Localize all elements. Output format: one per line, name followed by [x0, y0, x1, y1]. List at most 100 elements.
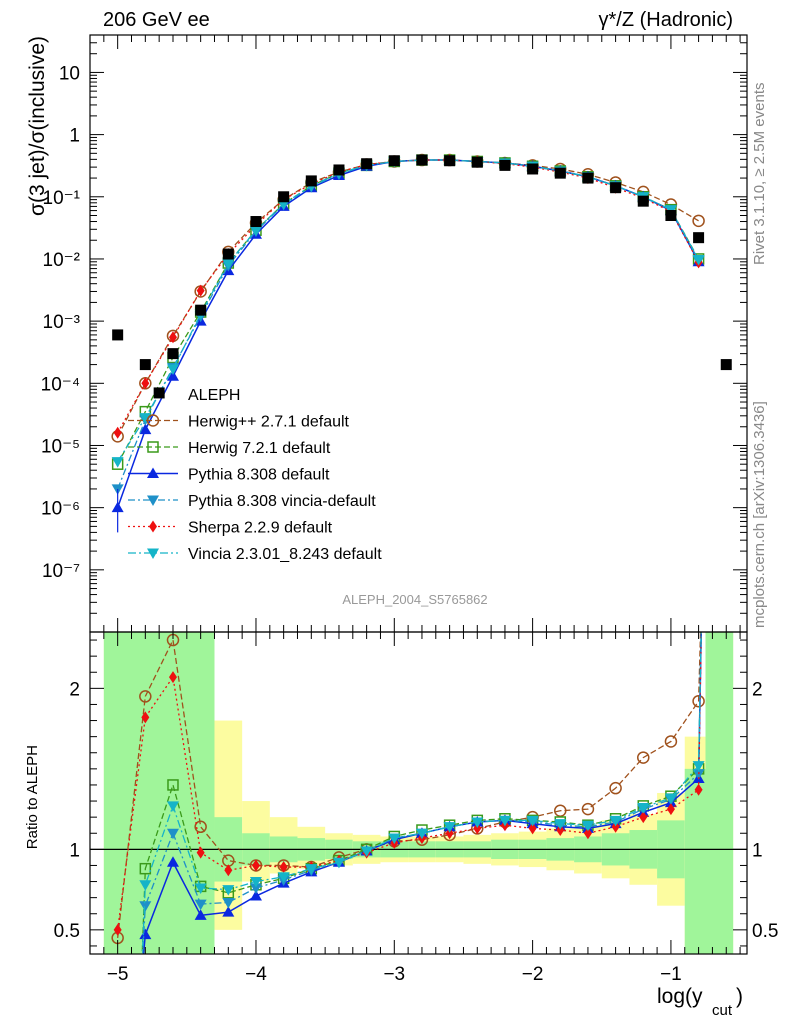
main-y-axis-label: σ(3 jet)/σ(inclusive) [26, 36, 49, 216]
x-tick-label: −1 [660, 964, 682, 985]
ratio-point-herwigpp-3 [194, 820, 207, 834]
ratio-point-vincia-6 [305, 864, 318, 875]
aleph-point-4 [195, 304, 207, 316]
ratio-point-herwig7-1 [167, 779, 179, 791]
ratio-point-sherpa-3 [196, 846, 205, 859]
ratio-point-sherpa-18 [611, 820, 620, 833]
legend-marker-sherpa [149, 520, 157, 533]
aleph-point-18 [582, 172, 594, 184]
main-series-group [111, 153, 732, 533]
analysis-id: ALEPH_2004_S5765862 [342, 592, 487, 607]
ratio-point-vincia-8 [360, 846, 373, 857]
ratio-point-sherpa-1 [141, 711, 150, 724]
aleph-point-16 [527, 163, 539, 175]
ratio-point-herwig7-0 [139, 862, 152, 875]
legend-marker-pythia_vincia [147, 495, 159, 506]
ratio-y-tick-label-left: 0.5 [54, 921, 80, 942]
ratio-y-tick-label-right: 2 [752, 679, 763, 700]
ratio-point-pythia-0 [139, 928, 152, 940]
legend-label-sherpa: Sherpa 2.2.9 default [188, 520, 333, 537]
ratio-point-sherpa-2 [168, 671, 177, 684]
aleph-point-23 [720, 359, 732, 371]
header-right: γ*/Z (Hadronic) [599, 9, 733, 31]
aleph-point-13 [444, 155, 456, 167]
main-y-tick-label: 10⁻⁴ [41, 374, 80, 395]
ratio-y-tick-label-right: 1 [752, 840, 763, 861]
main-y-tick-label: 10⁻⁵ [41, 436, 80, 457]
ratio-point-vincia-16 [581, 820, 594, 832]
ratio-point-sherpa-13 [473, 822, 482, 835]
ratio-point-sherpa-21 [694, 783, 703, 796]
ratio-point-sherpa-5 [251, 859, 260, 872]
legend-marker-vincia [147, 548, 159, 559]
aleph-point-17 [554, 167, 566, 179]
x-tick-label: −3 [383, 964, 405, 985]
ratio-point-sherpa-20 [666, 803, 675, 816]
aleph-point-19 [610, 182, 622, 194]
x-axis-label-close: ) [736, 985, 743, 1008]
band-inner-18 [684, 768, 706, 954]
legend-label-pythia_vincia: Pythia 8.308 vincia-default [188, 493, 376, 510]
ratio-point-vincia-18 [637, 802, 650, 814]
ratio-point-herwigpp-18 [609, 781, 622, 795]
main-line-sherpa [117, 159, 700, 434]
aleph-point-1 [139, 359, 151, 371]
main-point-sherpa-2 [168, 331, 177, 344]
legend-label-aleph: ALEPH [188, 387, 240, 404]
ratio-point-pythia_vincia-4 [249, 883, 262, 894]
ratio-point-vincia-11 [443, 822, 456, 833]
x-tick-label: −2 [522, 964, 544, 985]
x-tick-label: −5 [107, 964, 129, 985]
x-axis-label-main: log(y [657, 985, 703, 1008]
ratio-point-vincia-2 [194, 883, 207, 894]
aleph-point-21 [665, 209, 677, 221]
legend-label-herwig7: Herwig 7.2.1 default [188, 440, 331, 457]
aleph-point-14 [471, 156, 483, 168]
aleph-point-6 [250, 216, 262, 228]
aleph-point-2 [153, 387, 165, 399]
ratio-y-tick-label-left: 1 [69, 840, 80, 861]
main-point-sherpa-1 [141, 377, 150, 390]
legend-label-herwigpp: Herwig++ 2.7.1 default [188, 414, 350, 431]
legend-label-vincia: Vincia 2.3.01_8.243 default [188, 546, 382, 563]
ratio-point-pythia_vincia-1 [166, 828, 179, 840]
ratio-series-group [90, 632, 747, 954]
header-left: 206 GeV ee [103, 9, 210, 31]
ratio-point-vincia-9 [388, 833, 401, 845]
ratio-point-vincia-5 [277, 872, 290, 883]
main-point-vincia-5 [249, 225, 262, 237]
main-point-pythia-2 [166, 370, 179, 381]
ratio-y-tick-label-left: 2 [69, 679, 80, 700]
aleph-point-20 [637, 195, 649, 207]
legend: ALEPH Herwig++ 2.7.1 default Herwig 7.2.1 … [128, 387, 382, 563]
ratio-point-vincia-4 [249, 877, 262, 888]
ratio-point-vincia-0 [139, 880, 152, 891]
main-point-vincia-2 [166, 364, 179, 375]
ratio-point-herwigpp-17 [581, 802, 595, 816]
main-point-vincia-1 [139, 413, 152, 424]
ratio-point-vincia-19 [664, 793, 677, 804]
main-line-vincia [117, 159, 700, 462]
ratio-point-pythia_vincia-20 [692, 769, 705, 780]
aleph-point-9 [333, 164, 345, 176]
ratio-uncertainty-bands [103, 632, 734, 954]
ratio-point-sherpa-0 [113, 923, 122, 936]
x-axis-label-sub: cut [712, 1002, 733, 1019]
ratio-point-pythia_vincia-0 [139, 901, 152, 912]
main-point-sherpa-3 [196, 284, 205, 297]
ratio-point-sherpa-19 [639, 811, 648, 824]
aleph-point-0 [112, 329, 124, 341]
rivet-label: Rivet 3.1.10, ≥ 2.5M events [751, 83, 768, 266]
main-y-tick-label: 1 [69, 126, 80, 147]
aleph-point-7 [278, 191, 290, 203]
ratio-point-vincia-3 [222, 885, 235, 896]
main-y-tick-label: 10⁻³ [43, 312, 81, 333]
main-point-pythia-1 [139, 423, 152, 435]
main-point-herwigpp-21 [692, 214, 705, 228]
ratio-point-sherpa-15 [528, 822, 537, 835]
ratio-point-sherpa-6 [279, 861, 288, 874]
ratio-point-herwigpp-21 [692, 694, 705, 708]
main-y-tick-label: 10⁻⁶ [41, 499, 80, 520]
aleph-point-22 [693, 232, 705, 244]
